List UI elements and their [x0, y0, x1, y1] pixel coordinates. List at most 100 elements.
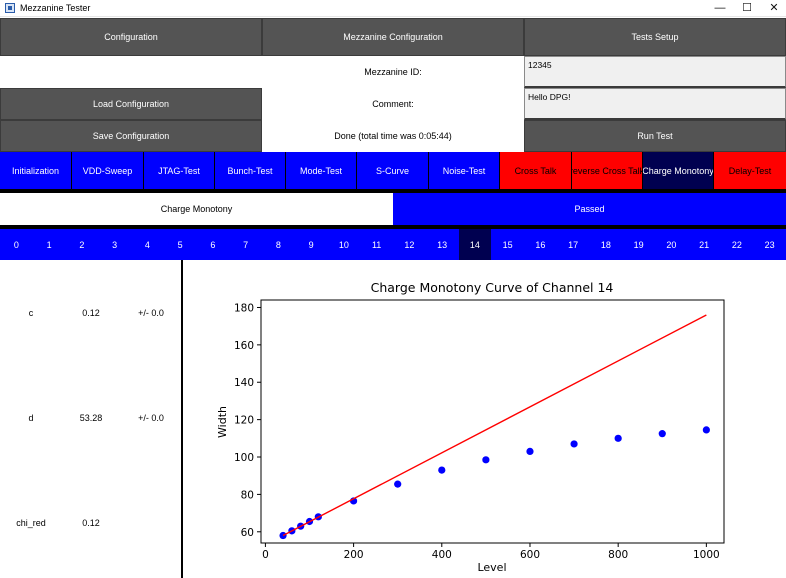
panel-divider: [181, 260, 183, 578]
channel-tab-11[interactable]: 11: [371, 239, 382, 250]
y-tick-label: 140: [234, 377, 254, 389]
data-point: [526, 447, 534, 456]
data-point: [438, 466, 446, 474]
charge-monotony-chart: Charge Monotony Curve of Channel 14 0 200…: [216, 280, 725, 574]
close-button[interactable]: ✕: [769, 2, 779, 14]
channel-tab-10[interactable]: 10: [338, 239, 349, 250]
y-tick-label: 100: [234, 452, 254, 464]
y-tick-label: 80: [241, 489, 254, 501]
result-status: Passed: [393, 193, 786, 225]
fit-line: [282, 314, 707, 537]
x-tick-label: 800: [608, 549, 628, 561]
test-tabs: Initialization VDD-Sweep JTAG-Test Bunch…: [0, 152, 786, 189]
x-axis-label: Level: [477, 561, 506, 574]
param-row: c 0.12 +/- 0.0: [0, 308, 181, 322]
mezzanine-id-label: Mezzanine ID:: [262, 56, 524, 88]
channel-tab-14[interactable]: 14: [458, 229, 492, 260]
app-icon: [5, 3, 15, 13]
param-value: 0.12: [82, 308, 100, 318]
param-row: chi_red 0.12: [0, 518, 181, 532]
channel-tab-18[interactable]: 18: [600, 239, 611, 250]
channel-tab-16[interactable]: 16: [535, 239, 546, 250]
comment-label: Comment:: [262, 88, 524, 120]
tab-mode-test[interactable]: Mode-Test: [286, 152, 357, 189]
channel-tabs: 0 1 2 3 4 5 6 7 8 9 10 11 12 13 14 15 16 17 18 19 20 21 22 23: [0, 229, 786, 260]
configuration-button[interactable]: Configuration: [0, 18, 262, 56]
tab-noise-test[interactable]: Noise-Test: [429, 152, 500, 189]
load-configuration-button[interactable]: Load Configuration: [0, 88, 262, 120]
channel-tab-5[interactable]: 5: [177, 239, 183, 250]
channel-tab-17[interactable]: 17: [568, 239, 579, 250]
save-configuration-button[interactable]: Save Configuration: [0, 120, 262, 152]
param-name: d: [28, 413, 34, 423]
param-error: +/- 0.0: [138, 413, 164, 423]
channel-tab-7[interactable]: 7: [243, 239, 249, 250]
data-point: [279, 531, 287, 540]
data-point: [702, 426, 710, 434]
tab-s-curve[interactable]: S-Curve: [357, 152, 429, 189]
param-name: c: [28, 308, 34, 318]
tab-cross-talk[interactable]: Cross Talk: [500, 152, 572, 189]
y-tick-label: 180: [234, 302, 254, 314]
channel-tab-1[interactable]: 1: [46, 239, 52, 250]
y-tick-label: 160: [234, 340, 254, 352]
comment-input[interactable]: Hello DPG!: [524, 88, 786, 120]
tab-vdd-sweep[interactable]: VDD-Sweep: [72, 152, 144, 189]
channel-tab-0[interactable]: 0: [13, 239, 19, 250]
y-axis-label: Width: [216, 406, 229, 438]
param-row: d 53.28 +/- 0.0: [0, 413, 181, 427]
channel-tab-21[interactable]: 21: [699, 239, 710, 250]
channel-tab-12[interactable]: 12: [404, 239, 415, 250]
data-point: [394, 480, 402, 488]
channel-tab-4[interactable]: 4: [144, 239, 150, 250]
mezzanine-configuration-button[interactable]: Mezzanine Configuration: [262, 18, 524, 56]
tab-jtag-test[interactable]: JTAG-Test: [144, 152, 215, 189]
channel-tab-2[interactable]: 2: [79, 239, 85, 250]
separator: [0, 225, 786, 229]
channel-tab-9[interactable]: 9: [308, 239, 314, 250]
separator: [0, 189, 786, 193]
tests-setup-button[interactable]: Tests Setup: [524, 18, 786, 56]
channel-tab-3[interactable]: 3: [112, 239, 118, 250]
empty-cell: [0, 56, 262, 88]
data-point: [658, 430, 666, 438]
tab-reverse-cross-talk[interactable]: reverse Cross Talk: [572, 152, 643, 189]
data-point: [482, 456, 490, 464]
channel-tab-23[interactable]: 23: [764, 239, 775, 250]
maximize-button[interactable]: ☐: [742, 2, 752, 14]
x-tick-label: 0: [262, 549, 269, 561]
x-tick-label: 200: [344, 549, 364, 561]
tab-delay-test[interactable]: Delay-Test: [714, 152, 786, 189]
channel-tab-6[interactable]: 6: [210, 239, 216, 250]
tab-charge-monotony[interactable]: Charge Monotony: [643, 152, 714, 189]
param-error: +/- 0.0: [138, 308, 164, 318]
tab-bunch-test[interactable]: Bunch-Test: [215, 152, 286, 189]
chart-area: Charge Monotony Curve of Channel 14 0 200…: [183, 260, 786, 578]
x-tick-label: 1000: [693, 549, 720, 561]
run-test-button[interactable]: Run Test: [524, 120, 786, 152]
x-tick-label: 400: [432, 549, 452, 561]
data-point: [614, 434, 622, 442]
y-tick-label: 60: [241, 527, 254, 539]
channel-tab-22[interactable]: 22: [731, 239, 742, 250]
data-point: [570, 440, 578, 448]
channel-tab-20[interactable]: 20: [666, 239, 677, 250]
mezzanine-id-input[interactable]: 12345: [524, 56, 786, 88]
tab-initialization[interactable]: Initialization: [0, 152, 72, 189]
param-value: 0.12: [82, 518, 100, 528]
param-name: chi_red: [16, 518, 46, 528]
title-bar: Mezzanine Tester — ☐ ✕: [0, 0, 786, 17]
param-value: 53.28: [79, 413, 103, 423]
y-tick-label: 120: [234, 415, 254, 427]
channel-tab-15[interactable]: 15: [502, 239, 513, 250]
x-tick-label: 600: [520, 549, 540, 561]
channel-tab-13[interactable]: 13: [437, 239, 448, 250]
plot-frame: [260, 299, 725, 544]
fit-parameters-panel: c 0.12 +/- 0.0 d 53.28 +/- 0.0 chi_red 0…: [0, 260, 181, 578]
channel-tab-19[interactable]: 19: [633, 239, 644, 250]
minimize-button[interactable]: —: [714, 2, 726, 14]
result-test-name: Charge Monotony: [0, 193, 393, 225]
channel-tab-8[interactable]: 8: [275, 239, 281, 250]
chart-title: Charge Monotony Curve of Channel 14: [371, 280, 614, 295]
status-text: Done (total time was 0:05:44): [262, 120, 524, 152]
